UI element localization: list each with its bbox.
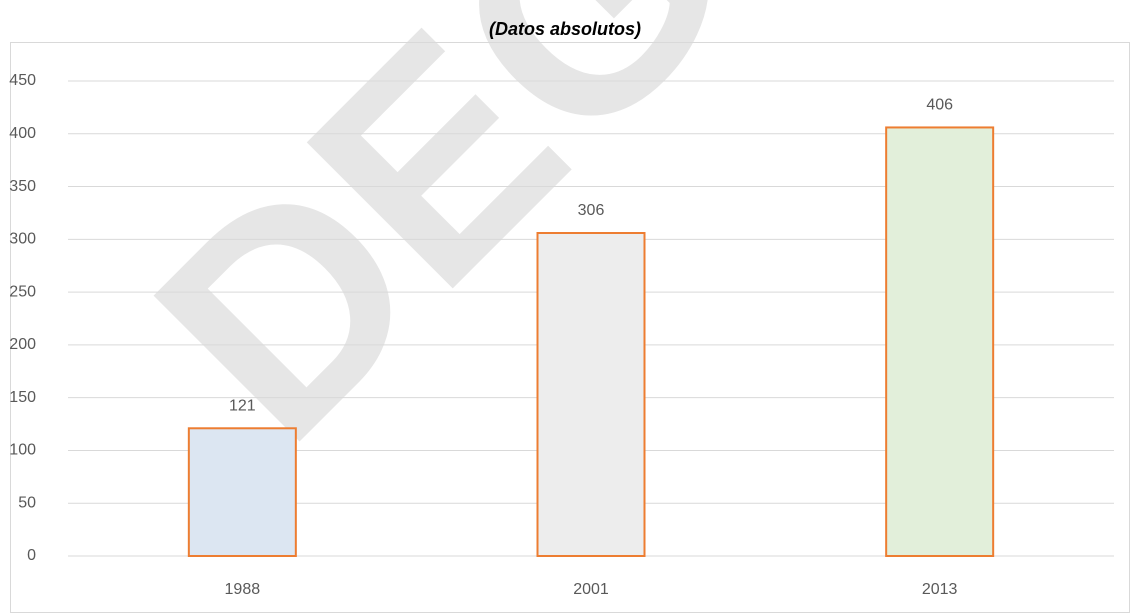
- y-tick-label: 250: [9, 283, 36, 300]
- y-tick-label: 400: [9, 125, 36, 142]
- y-tick-label: 450: [9, 72, 36, 89]
- y-tick-label: 0: [27, 547, 36, 564]
- bar: [536, 232, 646, 557]
- x-tick-label: 2001: [573, 581, 609, 598]
- chart-title: (Datos absolutos): [489, 19, 641, 39]
- y-tick-label: 300: [9, 231, 36, 248]
- x-tick-label: 1988: [225, 581, 261, 598]
- y-tick-label: 350: [9, 178, 36, 195]
- bar: [187, 427, 297, 557]
- y-tick-label: 50: [18, 494, 36, 511]
- y-tick-label: 100: [9, 442, 36, 459]
- y-tick-label: 150: [9, 389, 36, 406]
- x-tick-label: 2013: [922, 581, 958, 598]
- data-label: 306: [578, 202, 605, 219]
- y-tick-label: 200: [9, 336, 36, 353]
- data-label: 121: [229, 397, 256, 414]
- bar: [885, 126, 995, 557]
- data-label: 406: [926, 97, 953, 114]
- watermark: DEG: [93, 0, 790, 501]
